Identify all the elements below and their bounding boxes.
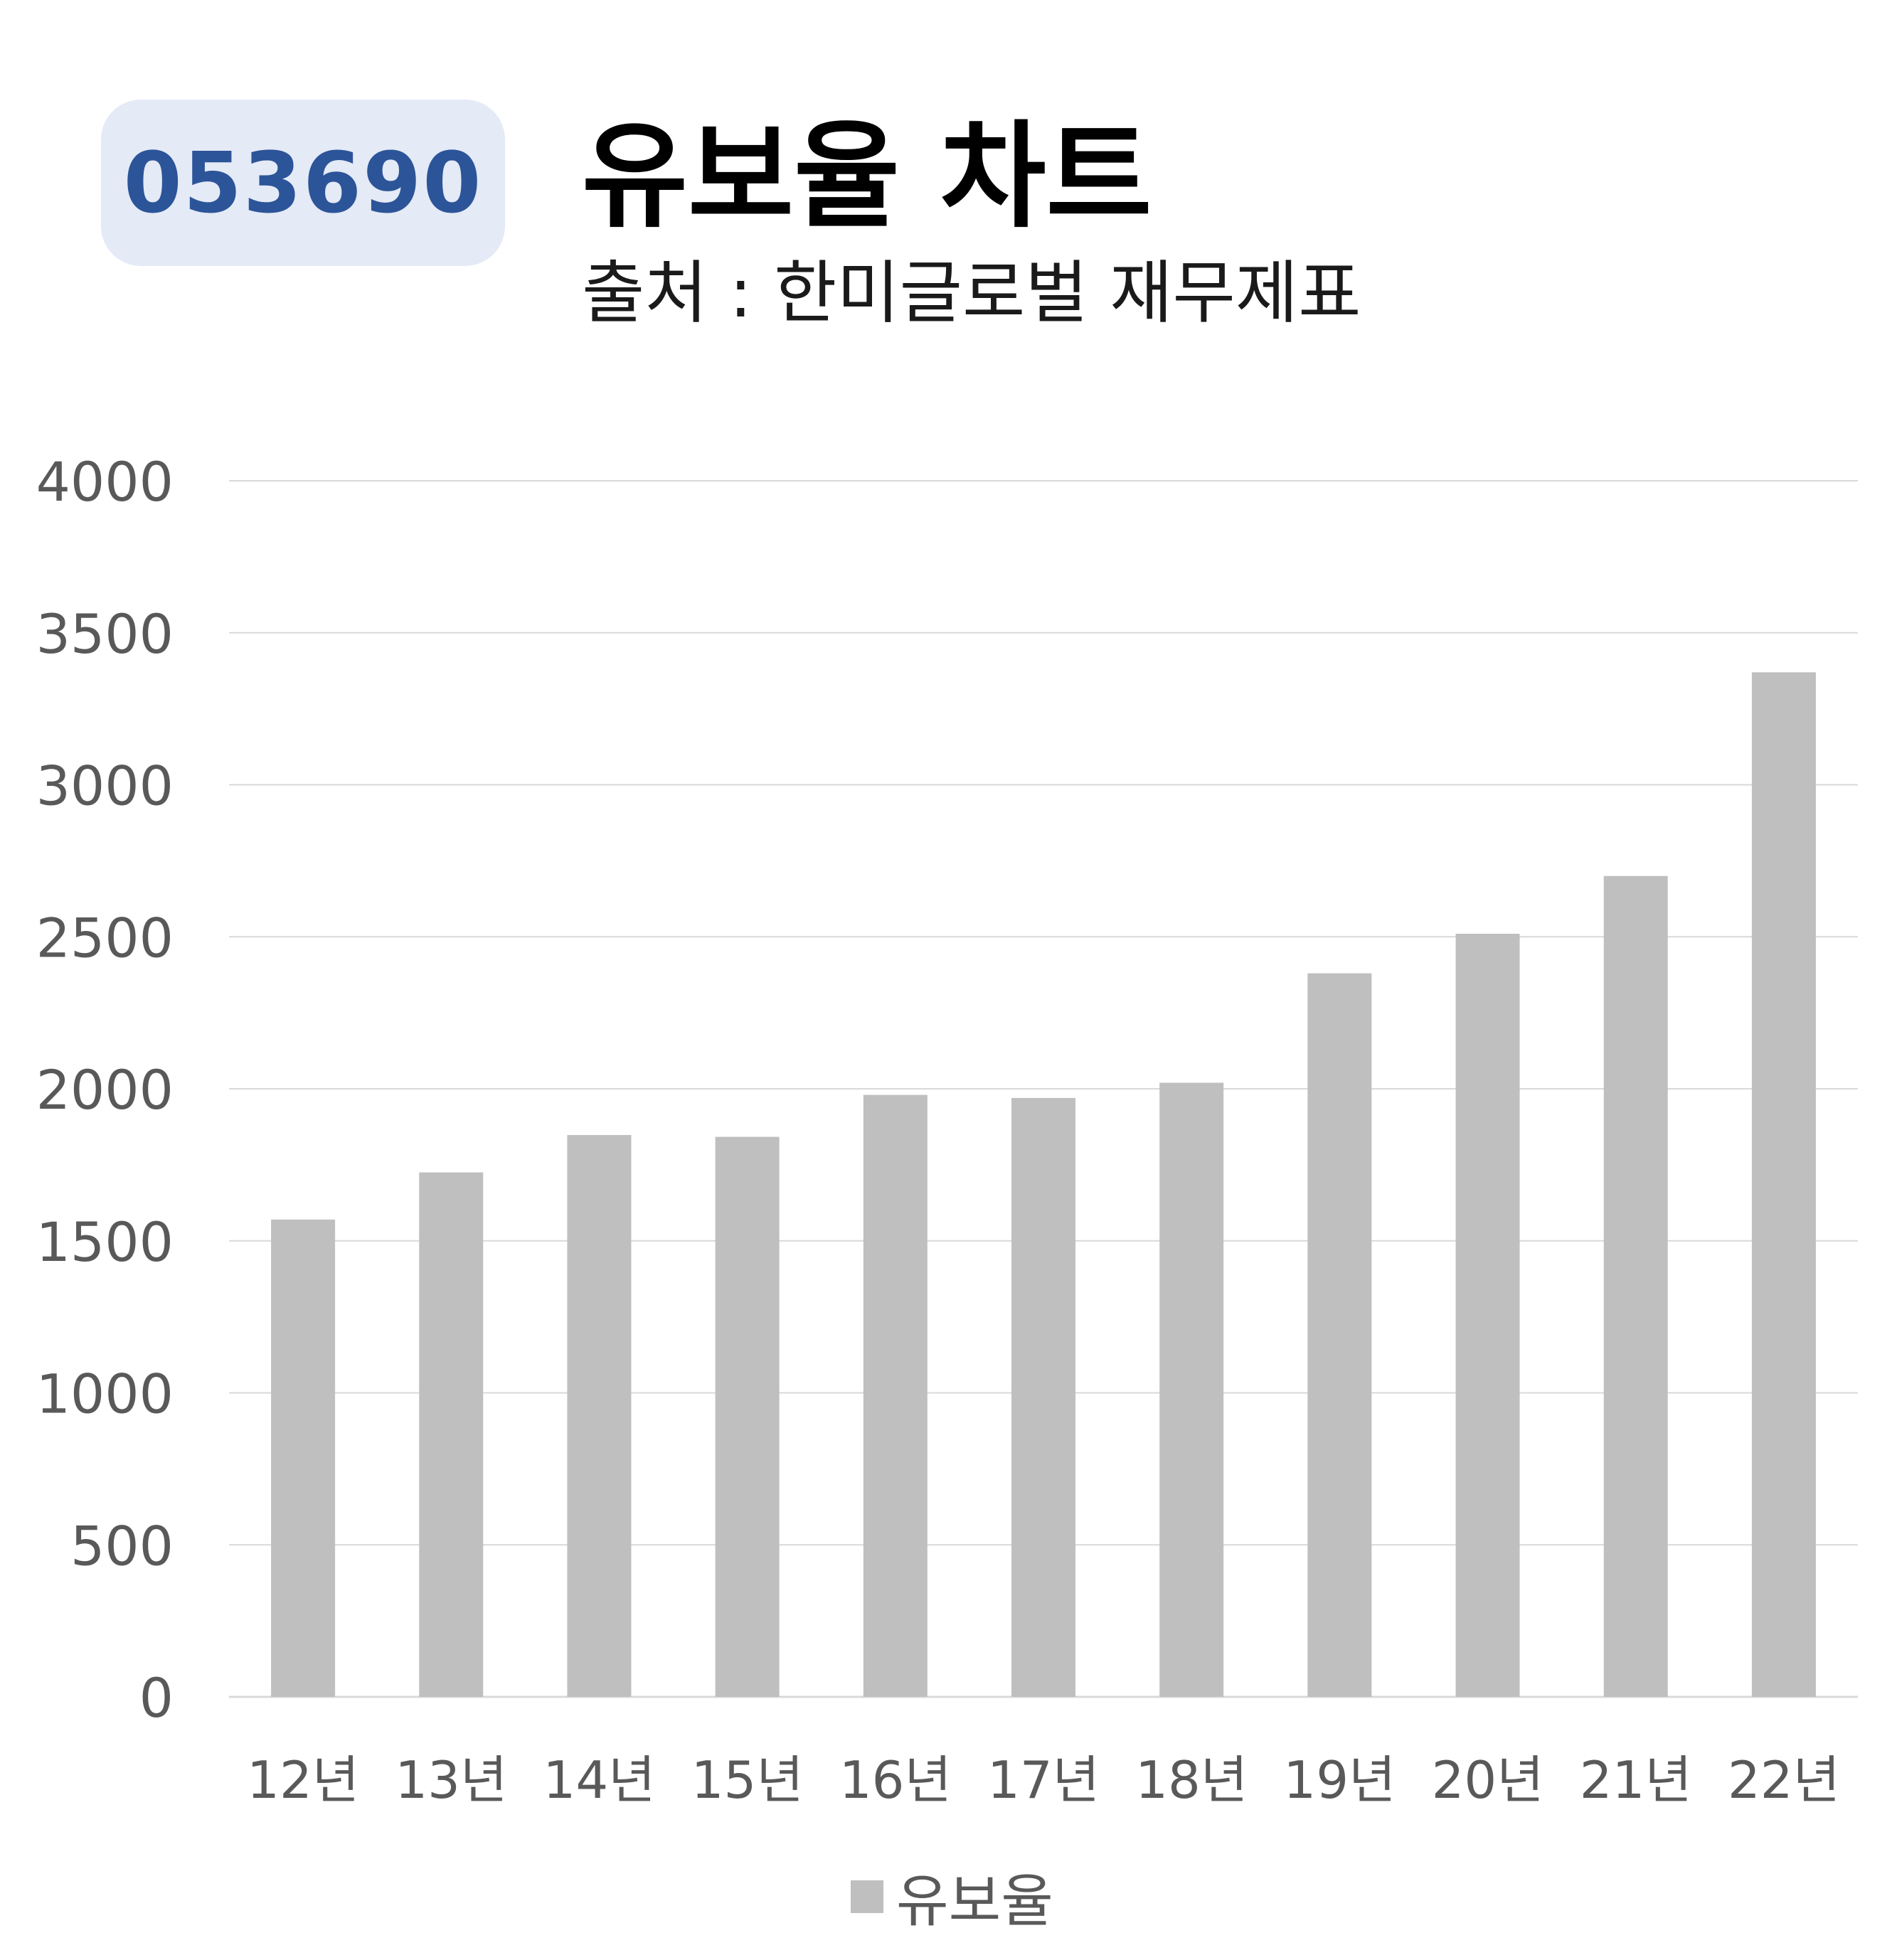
x-tick-label: 20년 <box>1432 1750 1544 1810</box>
x-tick-label: 12년 <box>247 1750 359 1810</box>
bar <box>863 1094 928 1697</box>
x-tick-label: 22년 <box>1728 1750 1840 1810</box>
bar <box>1159 1082 1224 1697</box>
y-tick-label: 3000 <box>36 755 174 818</box>
ticker-badge: 053690 <box>101 100 505 266</box>
bar <box>271 1219 336 1697</box>
legend: 유보율 <box>851 1858 1053 1936</box>
x-tick-label: 14년 <box>543 1750 656 1810</box>
y-tick-label: 4000 <box>36 450 174 513</box>
bar <box>1011 1097 1075 1697</box>
x-tick-label: 15년 <box>691 1750 804 1810</box>
legend-label: 유보율 <box>896 1868 1053 1934</box>
bar <box>1751 672 1816 1698</box>
bar <box>1307 973 1372 1697</box>
chart-title: 유보율 차트 <box>582 110 1152 244</box>
bar <box>1603 875 1668 1697</box>
bar <box>419 1172 484 1697</box>
y-tick-label: 0 <box>139 1666 174 1730</box>
x-tick-label: 21년 <box>1580 1750 1692 1810</box>
y-tick-label: 2500 <box>36 906 174 969</box>
bar <box>567 1134 632 1697</box>
bar <box>715 1136 780 1697</box>
x-tick-label: 16년 <box>839 1750 952 1810</box>
y-tick-label: 3500 <box>36 602 174 666</box>
y-axis-ticks: 0 500 1000 1500 2000 2500 3000 3500 4000 <box>36 450 174 1730</box>
y-tick-label: 1500 <box>36 1210 174 1274</box>
y-tick-label: 1000 <box>36 1363 174 1426</box>
y-tick-label: 2000 <box>36 1058 174 1122</box>
x-axis-ticks: 12년 13년 14년 15년 16년 17년 18년 19년 20년 21년 22년 <box>247 1750 1840 1810</box>
y-tick-label: 500 <box>70 1514 174 1577</box>
x-tick-label: 18년 <box>1135 1750 1248 1810</box>
ticker-code: 053690 <box>123 134 483 232</box>
legend-swatch <box>851 1880 883 1913</box>
x-tick-label: 19년 <box>1283 1750 1396 1810</box>
x-tick-label: 13년 <box>395 1750 507 1810</box>
bar <box>1455 933 1520 1697</box>
bars <box>271 672 1816 1698</box>
chart-subtitle: 출처 : 한미글로벌 재무제표 <box>582 253 1361 333</box>
x-tick-label: 17년 <box>987 1750 1100 1810</box>
